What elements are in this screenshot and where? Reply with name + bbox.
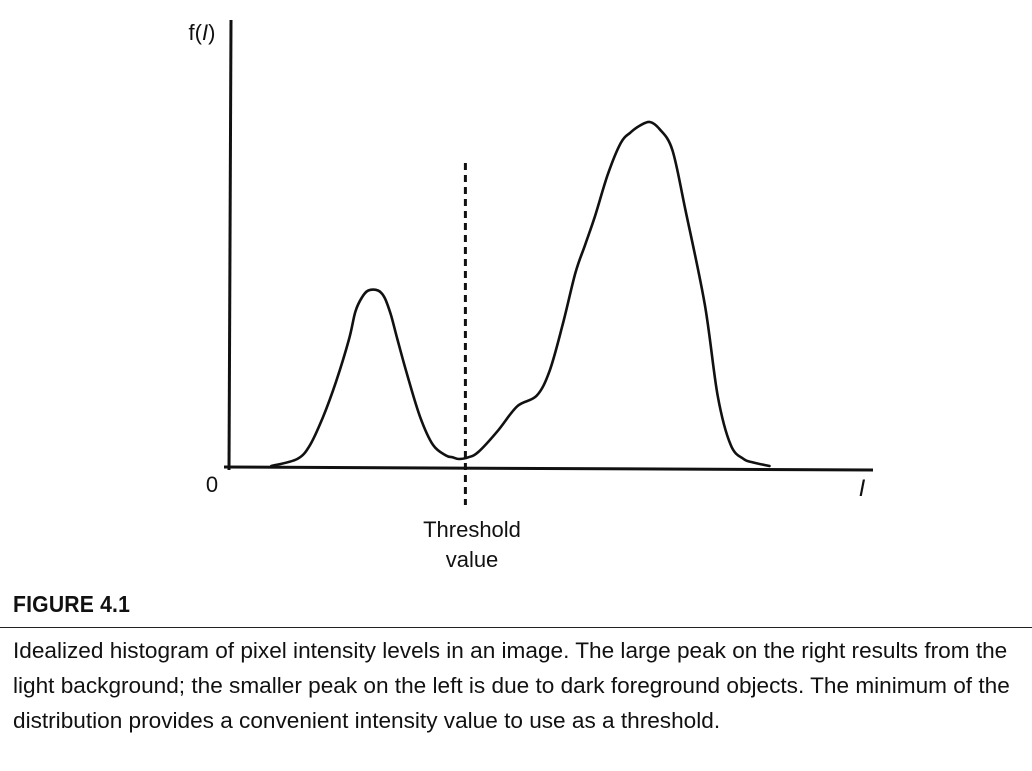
x-axis-label: I: [859, 475, 866, 502]
y-axis-label: f(I): [189, 20, 216, 45]
distribution-curve: [270, 120, 771, 468]
caption-divider: [0, 627, 1032, 628]
figure-caption: Idealized histogram of pixel intensity l…: [13, 638, 1010, 733]
origin-label: 0: [206, 472, 218, 497]
threshold-label-value: value: [446, 547, 499, 572]
threshold-label: Threshold: [423, 517, 521, 542]
histogram-figure: f(I) 0 I Threshold value: [189, 19, 874, 572]
x-axis: [223, 465, 874, 472]
figure-label: FIGURE 4.1: [13, 591, 131, 617]
y-axis: [227, 19, 233, 471]
